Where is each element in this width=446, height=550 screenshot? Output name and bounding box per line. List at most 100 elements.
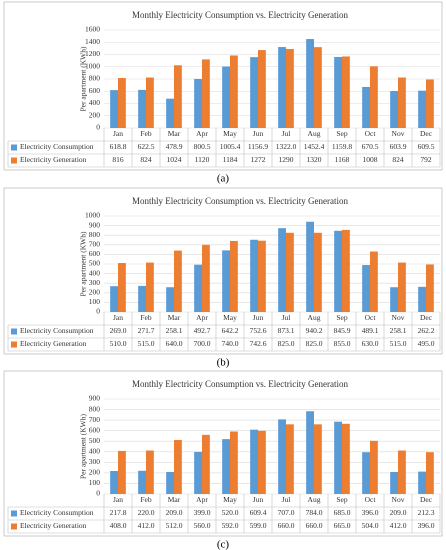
- bar: [342, 229, 350, 312]
- value-label: 640.0: [166, 339, 183, 348]
- x-tick-label: Jun: [253, 129, 264, 138]
- value-label: 873.1: [278, 326, 295, 335]
- y-tick-label: 900: [89, 220, 101, 229]
- y-tick-label: 100: [89, 297, 101, 306]
- value-label: 1320: [307, 155, 322, 164]
- x-tick-label: Sep: [336, 495, 348, 504]
- bar: [118, 263, 126, 312]
- x-tick-label: Aug: [308, 129, 321, 138]
- value-label: 1156.9: [248, 142, 269, 151]
- x-tick-label: Feb: [140, 313, 152, 322]
- x-tick-label: May: [223, 313, 237, 322]
- value-label: 495.0: [418, 339, 435, 348]
- value-label: 1290: [279, 155, 294, 164]
- value-label: 800.5: [194, 142, 211, 151]
- bar: [174, 250, 182, 312]
- bar: [426, 264, 434, 312]
- y-tick-label: 1600: [85, 25, 100, 34]
- bar: [426, 79, 434, 128]
- value-label: 1168: [335, 155, 350, 164]
- x-tick-label: Oct: [365, 129, 377, 138]
- bar: [334, 230, 342, 312]
- bar: [418, 471, 426, 494]
- value-label: 1024: [167, 155, 182, 164]
- bar: [202, 244, 210, 312]
- value-label: 217.8: [110, 508, 127, 517]
- value-label: 269.0: [110, 326, 127, 335]
- bar: [222, 66, 230, 128]
- panel-border: [3, 1, 443, 171]
- x-tick-label: Mar: [168, 313, 181, 322]
- x-tick-label: May: [223, 129, 237, 138]
- chart-title: Monthly Electricity Consumption vs. Elec…: [132, 379, 348, 389]
- y-tick-label: 200: [89, 288, 101, 297]
- bar: [194, 451, 202, 494]
- legend-swatch: [11, 157, 17, 164]
- value-label: 700.0: [194, 339, 211, 348]
- y-tick-label: 500: [89, 259, 101, 268]
- value-label: 209.0: [166, 508, 183, 517]
- bar: [342, 56, 350, 128]
- bar: [426, 452, 434, 494]
- value-label: 707.0: [278, 508, 295, 517]
- x-tick-label: Jun: [253, 495, 264, 504]
- value-label: 660.0: [278, 521, 295, 530]
- y-tick-label: 600: [89, 86, 101, 95]
- value-label: 622.5: [138, 142, 155, 151]
- y-tick-label: 800: [89, 74, 101, 83]
- value-label: 609.5: [418, 142, 435, 151]
- value-label: 940.2: [306, 326, 323, 335]
- y-tick-label: 1000: [85, 61, 100, 70]
- value-label: 515.0: [390, 339, 407, 348]
- bar: [334, 56, 342, 128]
- y-axis-label: Per apartment (KWh): [79, 231, 88, 296]
- bar: [258, 430, 266, 494]
- bar: [166, 98, 174, 128]
- value-label: 512.0: [166, 521, 183, 530]
- value-label: 845.9: [334, 326, 351, 335]
- caption: (a): [217, 173, 230, 185]
- value-label: 609.4: [250, 508, 267, 517]
- bar: [418, 286, 426, 312]
- bar: [370, 251, 378, 312]
- bar: [398, 450, 406, 494]
- bar: [278, 47, 286, 129]
- legend-swatch: [11, 328, 17, 335]
- x-tick-label: Nov: [392, 313, 405, 322]
- panel-border: [3, 187, 443, 355]
- x-tick-label: Oct: [365, 313, 377, 322]
- value-label: 515.0: [138, 339, 155, 348]
- bar: [174, 65, 182, 128]
- value-label: 510.0: [110, 339, 127, 348]
- x-tick-label: Apr: [196, 313, 208, 322]
- bar: [202, 434, 210, 494]
- x-tick-label: Nov: [392, 129, 405, 138]
- value-label: 630.0: [362, 339, 379, 348]
- x-tick-label: Apr: [196, 129, 208, 138]
- legend-label: Electricity Consumption: [20, 326, 94, 335]
- bar: [370, 66, 378, 128]
- bar: [390, 287, 398, 312]
- value-label: 752.6: [250, 326, 267, 335]
- x-tick-label: Jul: [282, 313, 291, 322]
- x-tick-label: Jul: [282, 129, 291, 138]
- y-tick-label: 800: [89, 404, 101, 413]
- value-label: 258.1: [390, 326, 407, 335]
- value-label: 212.3: [418, 508, 435, 517]
- bar: [286, 48, 294, 128]
- x-tick-label: Sep: [336, 313, 348, 322]
- x-tick-label: Jan: [113, 129, 123, 138]
- value-label: 784.0: [306, 508, 323, 517]
- bar: [138, 470, 146, 494]
- x-tick-label: Oct: [365, 495, 377, 504]
- x-tick-label: Apr: [196, 495, 208, 504]
- legend-label: Electricity Consumption: [20, 142, 94, 151]
- value-label: 642.2: [222, 326, 239, 335]
- value-label: 792: [420, 155, 432, 164]
- value-label: 492.7: [194, 326, 211, 335]
- bar: [146, 77, 154, 128]
- value-label: 412.0: [390, 521, 407, 530]
- bar: [362, 265, 370, 312]
- y-tick-label: 400: [89, 446, 101, 455]
- x-tick-label: Nov: [392, 495, 405, 504]
